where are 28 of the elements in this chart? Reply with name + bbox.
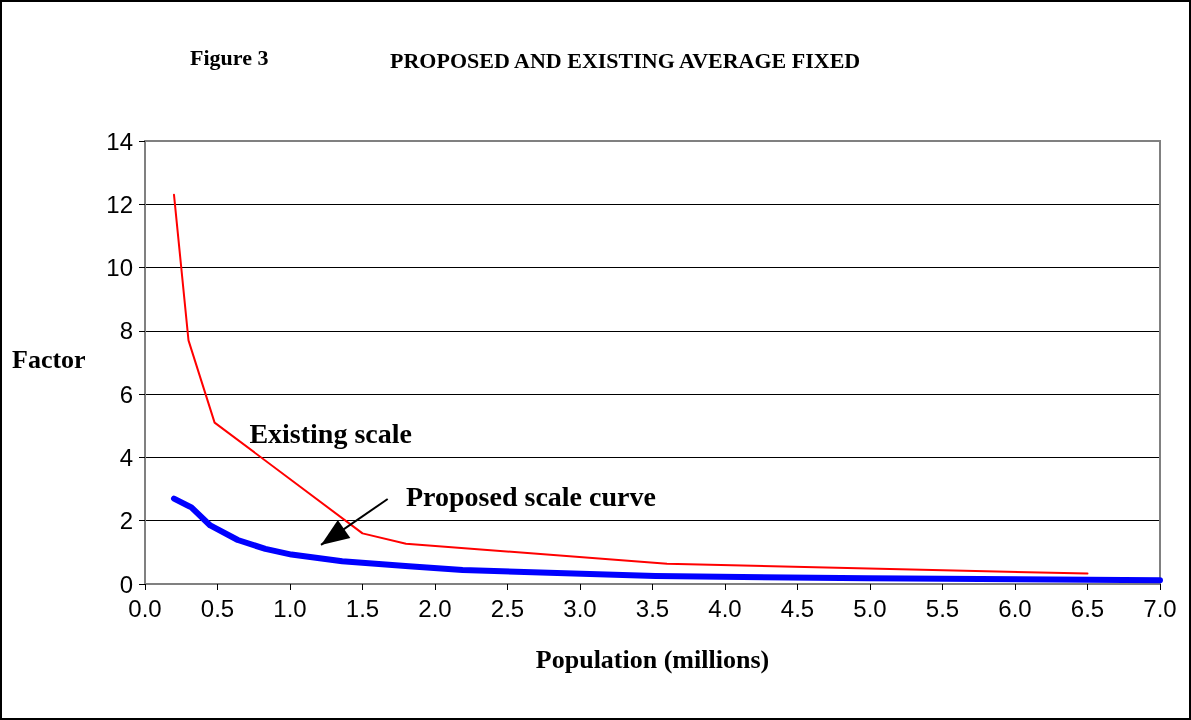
y-tick-label: 14	[106, 127, 133, 155]
y-tick-label: 12	[106, 190, 133, 218]
y-tick-label: 2	[119, 507, 133, 535]
x-tick-label: 2.0	[418, 594, 452, 622]
x-tick-label: 6.5	[1070, 594, 1105, 622]
y-tick-label: 4	[119, 443, 133, 471]
x-tick-label: 7.0	[1143, 594, 1177, 622]
chart-title: PROPOSED AND EXISTING AVERAGE FIXED	[390, 47, 861, 73]
y-tick-label: 6	[119, 380, 133, 408]
line-series	[173, 193, 1089, 575]
x-tick-label: 0.5	[200, 594, 235, 622]
y-tick-label: 10	[106, 254, 133, 282]
x-tick-label: 5.5	[925, 594, 960, 622]
x-tick-label: 3.5	[635, 594, 670, 622]
x-tick-label: 6.0	[998, 594, 1032, 622]
x-tick-label: 3.0	[563, 594, 597, 622]
y-axis-title: Factor	[12, 344, 86, 374]
x-tick-label: 4.0	[708, 594, 742, 622]
x-tick-label: 5.0	[853, 594, 887, 622]
x-tick-label: 2.5	[490, 594, 525, 622]
caption: Figure 3	[190, 44, 269, 70]
x-axis-title: Population (millions)	[535, 644, 770, 674]
y-tick-label: 8	[119, 317, 133, 345]
x-tick-label: 4.5	[780, 594, 815, 622]
series-label: Existing scale	[249, 417, 412, 449]
x-tick-label: 1.5	[345, 594, 380, 622]
annotation: Proposed scale curve	[406, 481, 656, 513]
x-tick-label: 1.0	[273, 594, 307, 622]
